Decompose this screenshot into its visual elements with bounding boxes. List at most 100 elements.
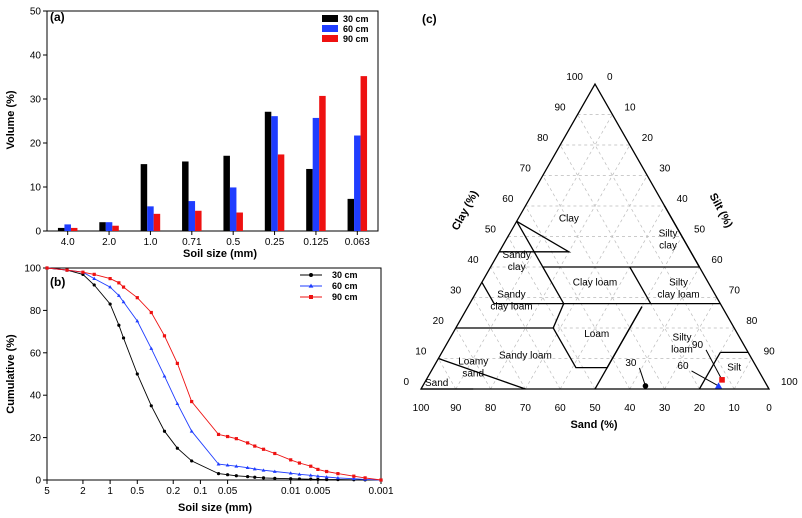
- ternary-silt-axis-label: Silt (%): [707, 191, 735, 230]
- panel-a-y-tick-label: 0: [35, 227, 41, 238]
- ternary-class-boundary: [481, 266, 565, 305]
- panel-b-y-tick-label: 60: [30, 348, 42, 359]
- panel-b-data-point: [324, 475, 329, 479]
- panel-b-data-point: [297, 477, 302, 481]
- panel-b-data-point: [92, 272, 96, 276]
- panel-b-data-point: [253, 444, 257, 448]
- panel-b-series-line: [46, 267, 382, 481]
- panel-a-bar: [312, 117, 320, 231]
- ternary-sand-tick-label: 40: [624, 403, 636, 414]
- panel-a-y-tick-label: 40: [30, 51, 42, 62]
- ternary-class-label-line: Clay: [559, 213, 579, 224]
- ternary-class-label-line: clay: [659, 241, 677, 252]
- panel-b-legend-marker: [308, 283, 314, 288]
- panel-b-data-point: [135, 296, 139, 300]
- panel-b-data-point: [135, 372, 139, 376]
- ternary-sand-tick-label: 100: [413, 403, 430, 414]
- panel-b-y-tick-label: 20: [30, 433, 42, 444]
- panel-b-data-point: [216, 462, 221, 466]
- panel-b-data-point: [225, 463, 230, 467]
- panel-a-legend-swatch: [322, 35, 338, 42]
- ternary-class-boundary: [499, 220, 572, 253]
- ternary-class-label-line: clay: [508, 262, 526, 273]
- panel-b-data-point: [92, 283, 96, 287]
- ternary-class-label: Sandy clay: [503, 250, 531, 273]
- panel-b-legend-marker: [309, 273, 313, 277]
- ternary-class-label: Sand: [425, 378, 448, 389]
- panel-a-legend-label: 60 cm: [343, 24, 369, 34]
- panel-a-x-tick-label: 0.5: [226, 237, 240, 248]
- panel-b-series-line: [46, 267, 382, 481]
- ternary-class-boundary: [664, 205, 700, 268]
- panel-b-x-tick-label: 0.01: [281, 486, 301, 497]
- panel-b-x-tick-label: 0.2: [166, 486, 180, 497]
- ternary-sample-point: [714, 382, 723, 389]
- ternary-panel-c: (c) Clay (%) Silt (%) Sand (%) 0 0 0 10 10 10…: [403, 12, 798, 431]
- panel-b-data-point: [45, 266, 49, 270]
- ternary-class-label-line: loam: [671, 344, 693, 355]
- panel-b-data-point: [162, 429, 167, 433]
- bar-chart-panel-a: (a) Soil size (mm) Volume (%) 0 10 20 30 40 5…: [5, 7, 379, 260]
- panel-b-data-point: [92, 276, 97, 280]
- ternary-clay-tick-label: 40: [467, 255, 479, 266]
- ternary-leader-line: [638, 367, 646, 387]
- ternary-clay-tick-label: 100: [566, 72, 583, 83]
- ternary-clay-tick-label: 20: [433, 316, 445, 327]
- ternary-clay-tick-label: 60: [502, 194, 514, 205]
- ternary-class-boundary: [594, 306, 643, 390]
- ternary-class-label: Silt: [727, 363, 741, 374]
- panel-b-data-point: [363, 476, 367, 480]
- ternary-class-label: Clay loam: [573, 277, 617, 288]
- panel-b-data-point: [297, 461, 302, 465]
- panel-b-data-point: [297, 472, 302, 476]
- ternary-class-label-line: Silty: [673, 332, 692, 343]
- panel-a-bar: [112, 225, 119, 231]
- ternary-class-label: Silty clay loam: [657, 277, 699, 300]
- panel-b-x-tick-label: 1: [107, 486, 113, 497]
- panel-a-bar: [354, 135, 361, 231]
- ternary-class-boundary: [438, 357, 526, 390]
- ternary-point-label: 30: [625, 358, 637, 369]
- ternary-class-label-line: Loam: [584, 329, 609, 340]
- ternary-class-label-line: Sandy loam: [499, 351, 552, 362]
- ternary-class-label: Loam: [584, 329, 609, 340]
- panel-a-x-tick-label: 2.0: [102, 237, 116, 248]
- panel-b-data-point: [116, 293, 121, 297]
- panel-a-legend-swatch: [322, 15, 338, 22]
- panel-a-x-tick-label: 4.0: [61, 237, 75, 248]
- ternary-silt-tick-label: 40: [677, 194, 689, 205]
- panel-b-data-point: [261, 468, 266, 472]
- panel-a-bar: [319, 95, 326, 231]
- panel-b-data-point: [289, 477, 293, 481]
- ternary-grid-line: [594, 236, 683, 390]
- panel-a-y-tick-label: 10: [30, 183, 42, 194]
- ternary-silt-tick-label: 100: [781, 377, 798, 388]
- panel-b-x-tick-label: 5: [44, 486, 50, 497]
- panel-a-bar: [306, 168, 313, 231]
- panel-b-legend-label: 90 cm: [332, 292, 358, 302]
- panel-a-bar: [105, 222, 113, 231]
- panel-b-data-point: [246, 475, 250, 479]
- panel-a-bar: [99, 222, 106, 231]
- panel-a-bar: [347, 198, 355, 231]
- ternary-sample-point: [642, 383, 649, 389]
- ternary-silt-tick-label: 30: [659, 164, 671, 175]
- ternary-class-label-line: Sandy: [497, 290, 525, 301]
- ternary-class-label: Loamy sand: [458, 357, 488, 380]
- panel-b-data-point: [117, 323, 121, 327]
- panel-b-data-point: [149, 346, 154, 350]
- panel-b-data-point: [261, 447, 266, 451]
- panel-b-data-point: [190, 459, 194, 463]
- panel-b-y-tick-label: 40: [30, 391, 42, 402]
- panel-b-legend-label: 30 cm: [332, 270, 358, 280]
- panel-b-data-point: [309, 464, 313, 468]
- panel-b-y-tick-label: 100: [24, 264, 41, 275]
- panel-b-data-point: [81, 270, 85, 274]
- panel-b-x-tick-label: 0.1: [193, 486, 207, 497]
- ternary-sand-tick-label: 90: [450, 403, 462, 414]
- ternary-leader-line: [691, 370, 719, 387]
- panel-a-bar: [195, 210, 202, 231]
- panel-b-data-point: [216, 472, 221, 476]
- ternary-class-label-line: clay loam: [490, 302, 532, 313]
- panel-a-legend-swatch: [322, 25, 338, 32]
